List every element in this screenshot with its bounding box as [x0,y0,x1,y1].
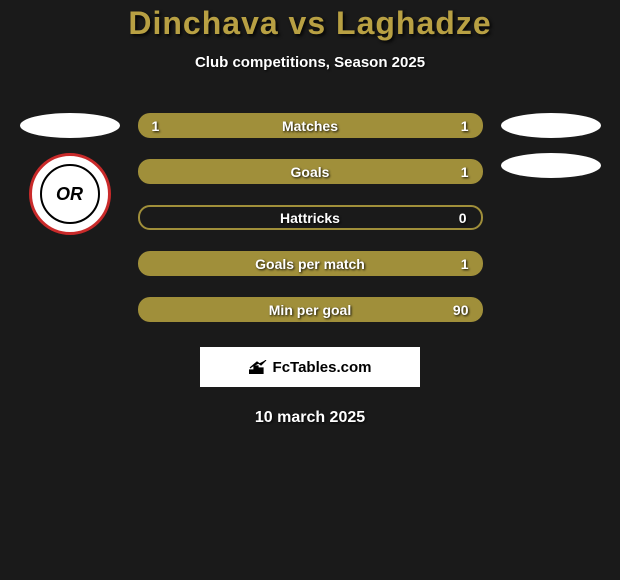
stat-right-value: 90 [444,302,469,318]
content-row: OR 1 Matches 1 Goals 1 Hattricks 0 Goals… [0,113,620,322]
stat-left-value: 1 [152,118,177,134]
page-title: Dinchava vs Laghadze [0,5,620,42]
stat-row-matches: 1 Matches 1 [138,113,483,138]
stat-row-goals: Goals 1 [138,159,483,184]
player-photo-placeholder-right-2 [501,153,601,178]
stat-right-value: 1 [444,118,469,134]
stat-row-hattricks: Hattricks 0 [138,205,483,230]
attribution-text: FcTables.com [273,359,372,376]
stat-label: Matches [282,118,338,134]
subtitle: Club competitions, Season 2025 [0,54,620,71]
stat-label: Min per goal [269,302,351,318]
stat-row-goals-per-match: Goals per match 1 [138,251,483,276]
team-badge-left: OR [29,153,111,235]
badge-monogram: OR [40,164,100,224]
chart-icon [249,360,267,374]
stat-right-value: 1 [444,256,469,272]
date-text: 10 march 2025 [0,409,620,427]
left-column: OR [20,113,120,235]
stats-column: 1 Matches 1 Goals 1 Hattricks 0 Goals pe… [138,113,483,322]
stat-label: Goals [291,164,330,180]
stat-label: Hattricks [280,210,340,226]
stat-row-min-per-goal: Min per goal 90 [138,297,483,322]
stat-right-value: 1 [444,164,469,180]
player-photo-placeholder-right-1 [501,113,601,138]
attribution-box: FcTables.com [200,347,420,387]
stat-right-value: 0 [442,210,467,226]
player-photo-placeholder-left [20,113,120,138]
right-column [501,113,601,178]
comparison-card: Dinchava vs Laghadze Club competitions, … [0,0,620,427]
stat-label: Goals per match [255,256,365,272]
